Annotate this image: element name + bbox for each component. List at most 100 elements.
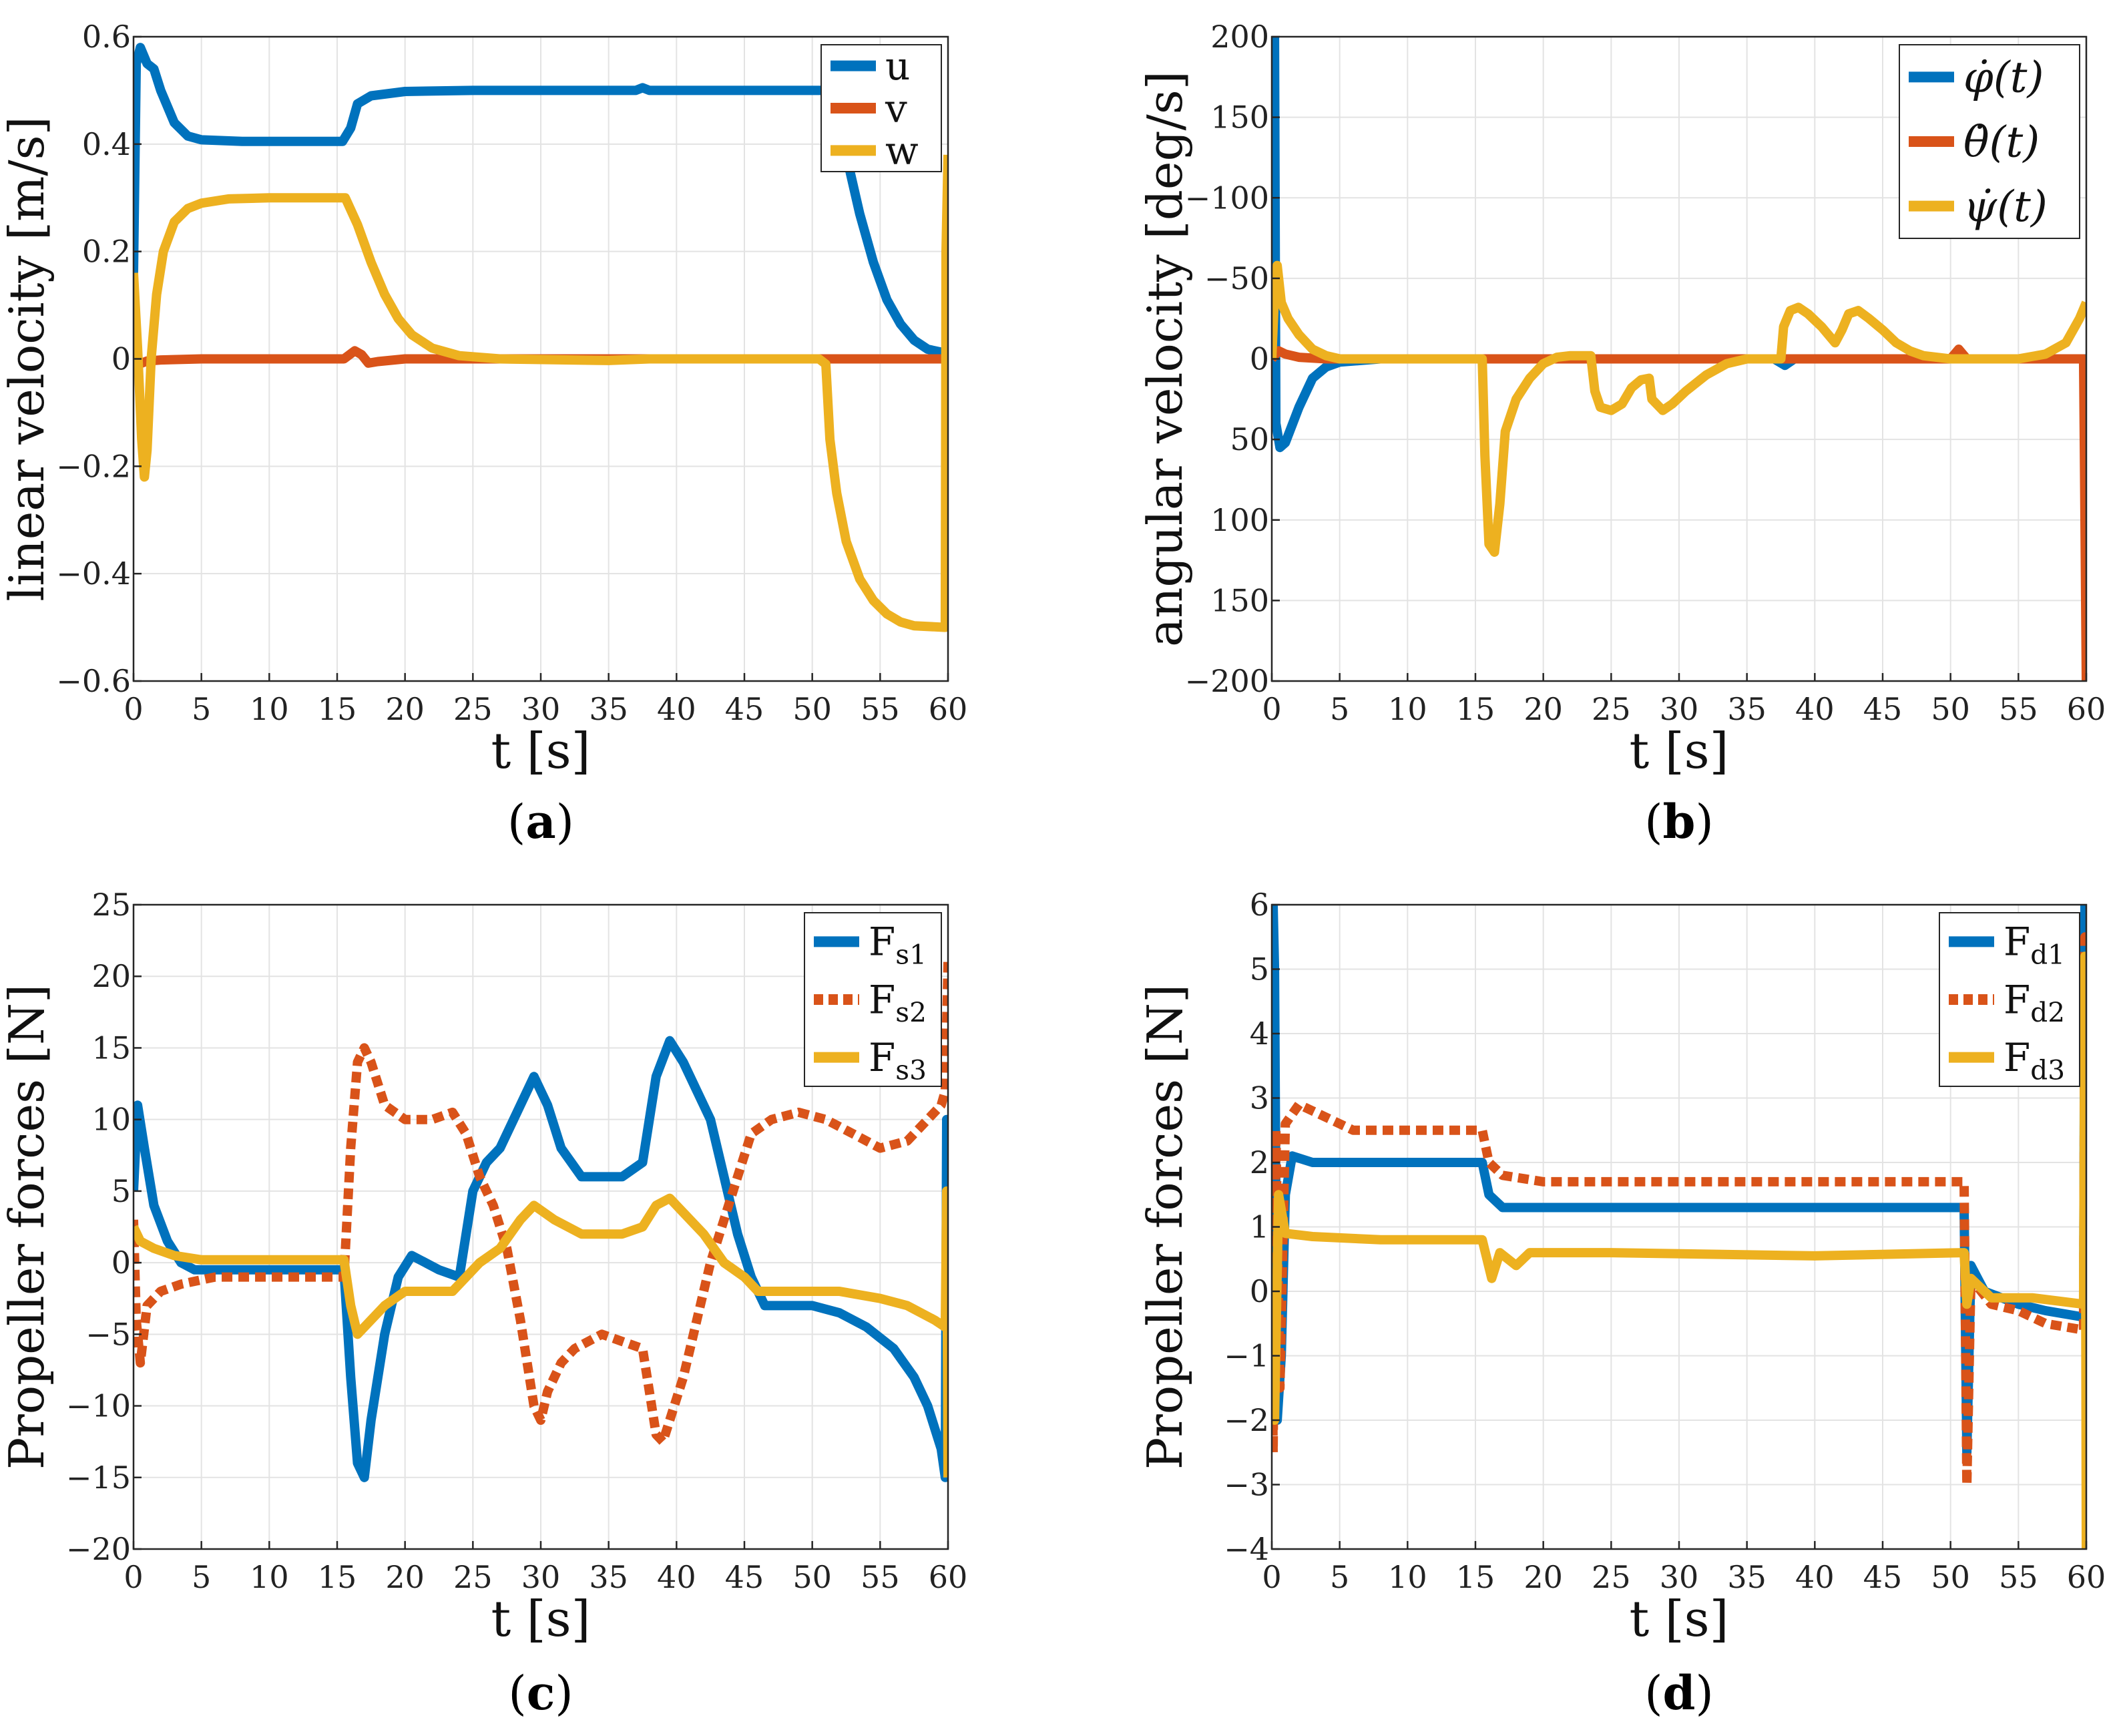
xtick-label-b-12: 60 [2067,691,2106,727]
xtick-label-b-9: 45 [1863,691,1903,727]
ytick-label-a-5: 0.4 [82,126,131,162]
xtick-label-b-2: 10 [1388,691,1427,727]
xtick-label-c-9: 45 [725,1559,764,1595]
ytick-label-b-7: 150 [1210,99,1269,136]
ytick-label-a-1: −0.4 [56,556,131,592]
xtick-label-b-5: 25 [1592,691,1631,727]
xtick-label-b-6: 30 [1660,691,1699,727]
xtick-label-a-3: 15 [318,691,357,727]
xtick-label-d-10: 50 [1931,1559,1970,1595]
ytick-label-c-5: 5 [111,1173,131,1209]
ytick-label-a-0: −0.6 [56,663,131,699]
ytick-label-c-8: 20 [91,958,131,994]
ytick-label-d-0: −4 [1224,1531,1269,1567]
xtick-label-a-0: 0 [124,691,143,727]
xtick-label-c-3: 15 [318,1559,357,1595]
xtick-label-a-10: 50 [792,691,832,727]
panel-b: 0 5 10 15 20 25 30 35 40 45 50 55 60 −200 150 100 50 0 −50… [1137,19,2106,849]
ytick-label-b-8: 200 [1210,19,1269,55]
xtick-label-d-4: 20 [1523,1559,1563,1595]
series-group-b [1272,37,2086,681]
legend-a: uvw [820,43,942,174]
xtick-label-c-7: 35 [589,1559,628,1595]
ytick-label-d-9: 5 [1250,951,1269,988]
xtick-label-a-4: 20 [385,691,425,727]
panel-label-a: (a) [507,794,574,849]
xtick-label-c-5: 25 [453,1559,493,1595]
xtick-label-d-0: 0 [1262,1559,1281,1595]
xtick-label-d-3: 15 [1456,1559,1495,1595]
ylabel-c: Propeller forces [N] [0,984,55,1470]
xtick-label-d-5: 25 [1592,1559,1631,1595]
xtick-label-c-1: 5 [192,1559,211,1595]
panel-a: 0 5 10 15 20 25 30 35 40 45 50 55 60 −0.6 −0.4 −0.2 0 0.2… [0,19,967,849]
series-line-a-3 [134,154,948,632]
legend-label-a-2: v [885,85,907,131]
xtick-label-b-8: 40 [1795,691,1835,727]
panel-label-d: (d) [1644,1665,1714,1721]
ytick-label-b-1: 150 [1210,582,1269,618]
ytick-label-c-1: −15 [66,1460,131,1496]
ytick-label-d-3: −1 [1224,1338,1269,1374]
legend-label-b-1: φ̇(t) [1963,53,2044,103]
xtick-label-a-5: 25 [453,691,493,727]
legend-label-d-1: Fd1 [2004,919,2065,971]
xtick-label-b-3: 15 [1456,691,1495,727]
ytick-label-b-0: −200 [1185,663,1269,699]
legend-label-c-3: Fs3 [869,1035,927,1086]
xtick-label-c-4: 20 [385,1559,425,1595]
legend-label-d-3: Fd3 [2004,1035,2065,1086]
legend-d: Fd1 Fd2 Fd3 [1939,912,2080,1087]
xlabel-d: t [s] [1630,1590,1729,1648]
xtick-label-b-10: 50 [1931,691,1970,727]
legend-b: φ̇(t) θ̇(t) ψ̇(t) [1899,44,2080,239]
ylabel-a: linear velocity [m/s] [0,116,55,601]
series-line-b-3 [1272,260,2086,557]
xtick-label-c-12: 60 [929,1559,968,1595]
series-line-a-1 [134,43,948,359]
ytick-label-a-4: 0.2 [82,234,131,270]
legend-label-a-1: u [885,43,910,89]
xlabel-c: t [s] [491,1590,591,1648]
ytick-label-c-3: −5 [85,1316,131,1352]
ytick-label-d-1: −3 [1224,1467,1269,1503]
ytick-label-b-4: 0 [1250,341,1269,377]
xtick-label-c-8: 40 [657,1559,696,1595]
ytick-label-a-3: 0 [111,341,131,377]
xtick-label-a-9: 45 [725,691,764,727]
xtick-label-b-11: 55 [1999,691,2038,727]
xtick-label-b-0: 0 [1262,691,1281,727]
ylabel-b: angular velocity [deg/s] [1137,71,1193,647]
ytick-label-a-6: 0.6 [82,19,131,55]
series-group-d [1272,905,2086,1549]
xtick-label-d-1: 5 [1330,1559,1349,1595]
ytick-label-c-9: 25 [91,887,131,923]
ytick-label-d-6: 2 [1250,1144,1269,1180]
xlabel-a: t [s] [491,722,591,780]
xtick-label-b-7: 35 [1727,691,1767,727]
legend-label-a-3: w [885,128,919,174]
xtick-label-d-7: 35 [1727,1559,1767,1595]
series-line-c-2 [134,961,948,1447]
ylabel-d: Propeller forces [N] [1137,984,1193,1470]
xtick-label-a-8: 40 [657,691,696,727]
ytick-label-c-4: 0 [111,1245,131,1281]
panel-label-c: (c) [508,1665,573,1721]
xtick-label-d-2: 10 [1388,1559,1427,1595]
legend-label-b-3: ψ̇(t) [1963,182,2048,232]
ytick-label-b-6: −100 [1185,180,1269,216]
ytick-label-b-2: 100 [1210,502,1269,538]
series-group-c [134,961,948,1482]
ytick-label-d-2: −2 [1224,1402,1269,1438]
ytick-label-d-10: 6 [1250,887,1269,923]
ytick-label-b-3: 50 [1230,421,1269,457]
ytick-label-c-6: 10 [91,1102,131,1138]
series-line-d-3 [1272,951,2086,1549]
xtick-label-c-11: 55 [861,1559,900,1595]
panel-c: 0 5 10 15 20 25 30 35 40 45 50 55 60 −20 −15 −10 −5 0 5 10 1… [0,887,967,1721]
legend-label-b-2: θ̇(t) [1963,118,2040,167]
ytick-label-c-7: 15 [91,1030,131,1066]
legend-c: Fs1 Fs2 Fs3 [804,912,942,1087]
ytick-label-d-7: 3 [1250,1080,1269,1116]
